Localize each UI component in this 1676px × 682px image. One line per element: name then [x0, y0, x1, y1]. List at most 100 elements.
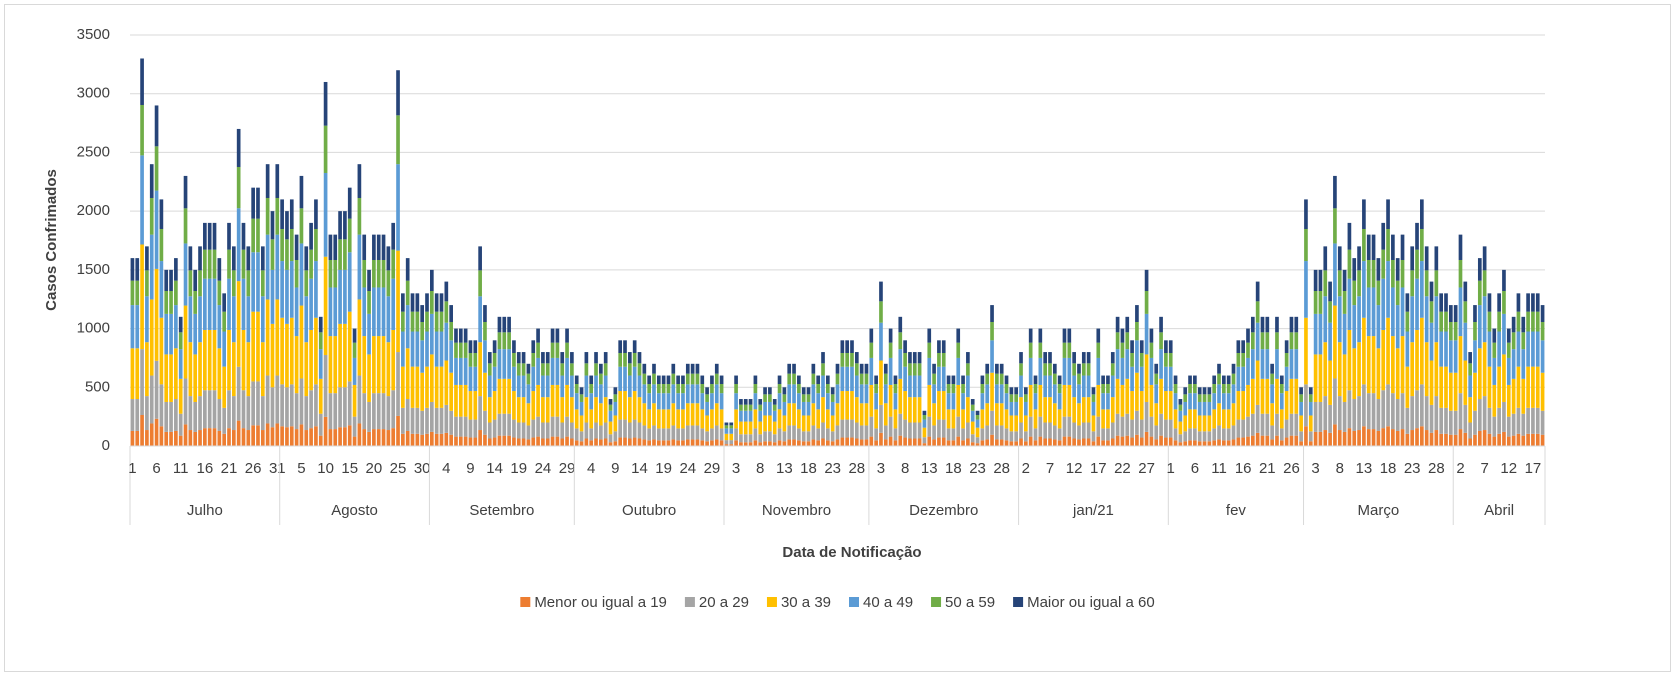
bar-segment [328, 429, 333, 446]
bar-segment [792, 439, 796, 446]
bar-segment [1086, 397, 1091, 423]
bar-segment [372, 393, 376, 430]
bar-segment [149, 234, 154, 300]
bar-segment [241, 390, 246, 429]
bar-segment [840, 366, 845, 392]
bar-segment [589, 375, 594, 384]
bar-segment [584, 422, 589, 439]
bar-segment [864, 403, 869, 426]
bar-segment [995, 363, 999, 374]
bar-segment [449, 372, 453, 411]
bar-segment [1139, 366, 1144, 392]
bar-segment [864, 363, 869, 374]
bar-segment [343, 269, 347, 324]
bar-segment [372, 259, 376, 288]
bar-segment [1052, 384, 1057, 404]
bar-segment [149, 164, 154, 198]
bar-segment [574, 383, 579, 394]
bar-segment [164, 313, 169, 355]
bar-segment [980, 383, 985, 394]
bar-segment [1352, 399, 1357, 431]
bar-segment [1405, 311, 1410, 332]
bar-segment [1333, 424, 1337, 446]
bar-segment [1052, 425, 1057, 440]
bar-segment [236, 281, 241, 367]
bar-segment [285, 269, 289, 324]
bar-segment [1038, 436, 1043, 446]
bar-segment [1178, 442, 1183, 446]
bar-segment [768, 431, 772, 442]
bar-segment [1362, 426, 1366, 446]
bar-segment [1395, 348, 1400, 400]
x-tick-label: 26 [245, 460, 262, 477]
bar-segment [203, 249, 207, 279]
bar-segment [859, 384, 864, 404]
bar-segment [333, 429, 338, 446]
bar-segment [859, 373, 864, 385]
bar-segment [1352, 430, 1357, 446]
bar-segment [879, 301, 883, 323]
bar-segment [1183, 415, 1188, 432]
bar-segment [1168, 352, 1173, 367]
bar-segment [429, 431, 434, 446]
bar-segment [1096, 328, 1101, 343]
bar-segment [772, 434, 777, 443]
bar-segment [256, 425, 260, 446]
bar-segment [700, 375, 705, 384]
bar-segment [951, 428, 956, 441]
bar-segment [1236, 391, 1241, 420]
bar-segment [1188, 440, 1192, 446]
bar-segment [1420, 317, 1424, 385]
bar-segment [1391, 287, 1395, 337]
bar-segment [174, 399, 178, 431]
bar-segment [347, 311, 352, 382]
x-tick-label: 28 [848, 460, 865, 477]
bar-segment [599, 373, 603, 385]
bar-segment [314, 261, 318, 318]
bar-segment [1279, 383, 1284, 394]
bar-segment [995, 439, 999, 446]
bar-segment [140, 349, 144, 415]
bar-segment [777, 375, 782, 384]
bar-segment [275, 375, 280, 424]
bar-segment [985, 403, 990, 426]
bar-segment [294, 287, 299, 337]
bar-segment [169, 431, 173, 446]
bar-segment [806, 441, 811, 446]
bar-segment [328, 336, 333, 394]
bar-segment [1294, 349, 1299, 379]
bar-segment [260, 246, 265, 271]
bar-segment [1362, 384, 1366, 427]
bar-segment [970, 399, 975, 405]
bar-segment [1482, 430, 1487, 446]
y-tick-label: 3000 [77, 85, 110, 102]
bar-segment [917, 352, 922, 364]
bar-segment [1400, 336, 1405, 394]
bar-segment [1386, 228, 1390, 262]
bar-segment [275, 423, 280, 446]
bar-segment [700, 428, 705, 441]
x-tick-label: 19 [510, 460, 527, 477]
bar-segment [1506, 436, 1511, 446]
bar-segment [1482, 270, 1487, 297]
bar-segment [285, 387, 289, 428]
bar-segment [463, 416, 468, 437]
bar-segment [869, 384, 874, 417]
bar-segment [864, 439, 869, 446]
bar-segment [970, 442, 975, 446]
bar-segment [995, 384, 999, 404]
bar-segment [1376, 348, 1381, 400]
bar-segment [1270, 439, 1274, 446]
bar-segment [1144, 313, 1149, 355]
bar-segment [941, 340, 946, 353]
bar-segment [1265, 378, 1270, 414]
bar-segment [536, 357, 540, 385]
bar-segment [1299, 431, 1303, 442]
bar-segment [526, 403, 531, 426]
bar-segment [985, 363, 990, 374]
bar-segment [1342, 401, 1347, 432]
bar-segment [869, 328, 874, 343]
bar-segment [1202, 441, 1207, 446]
bar-segment [835, 363, 840, 374]
bar-segment [149, 375, 154, 424]
